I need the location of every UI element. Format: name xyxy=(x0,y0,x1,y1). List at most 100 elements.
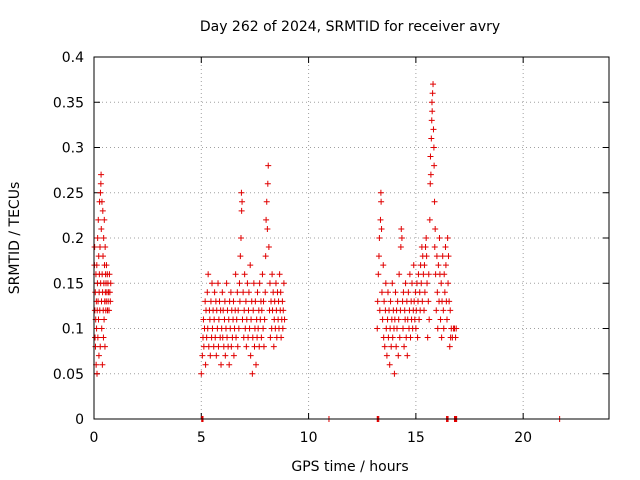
data-point xyxy=(433,253,440,260)
data-point xyxy=(264,225,271,232)
data-point xyxy=(224,334,231,341)
data-point xyxy=(246,325,253,332)
data-point xyxy=(276,271,283,278)
data-point xyxy=(398,235,405,241)
plot-frame xyxy=(93,56,610,420)
data-point xyxy=(436,235,443,241)
data-point xyxy=(205,271,212,278)
data-point xyxy=(99,361,106,368)
data-point xyxy=(263,216,270,223)
data-point xyxy=(431,198,438,205)
x-tick-label: 0 xyxy=(90,430,99,446)
data-point xyxy=(223,280,230,287)
data-point xyxy=(416,316,423,323)
data-point xyxy=(199,352,206,359)
data-point xyxy=(202,298,209,305)
data-point xyxy=(374,298,381,305)
data-point xyxy=(226,361,233,368)
data-point xyxy=(426,216,433,223)
data-point xyxy=(98,225,105,232)
data-point xyxy=(383,352,390,359)
data-point xyxy=(442,244,449,251)
data-point xyxy=(207,352,214,359)
data-point xyxy=(238,189,245,196)
data-point xyxy=(101,343,108,350)
data-point xyxy=(381,343,388,350)
x-tick-label: 15 xyxy=(407,430,425,446)
data-point xyxy=(452,334,459,341)
data-point xyxy=(424,280,431,287)
data-point xyxy=(236,280,243,287)
data-point xyxy=(241,271,248,278)
data-point xyxy=(222,352,229,359)
data-point xyxy=(270,343,277,350)
data-point xyxy=(260,343,267,350)
data-point xyxy=(428,135,435,142)
data-point xyxy=(250,307,257,314)
data-point xyxy=(216,298,223,305)
data-point xyxy=(446,343,453,350)
data-point xyxy=(211,289,218,296)
data-point xyxy=(376,307,383,314)
y-tick-label: 0.2 xyxy=(62,231,84,247)
data-point xyxy=(232,271,239,278)
y-tick-label: 0.15 xyxy=(53,276,84,292)
data-point xyxy=(243,343,250,350)
data-point xyxy=(106,289,113,296)
data-point xyxy=(94,370,101,377)
data-point xyxy=(440,307,447,314)
data-point xyxy=(265,162,272,169)
data-point xyxy=(389,334,396,341)
x-tick-label: 10 xyxy=(300,430,318,446)
data-point xyxy=(446,298,453,305)
data-point xyxy=(419,298,426,305)
data-point xyxy=(438,334,445,341)
data-point xyxy=(435,262,442,269)
data-point xyxy=(421,262,428,269)
data-point xyxy=(425,271,432,278)
data-point xyxy=(453,325,460,332)
data-point xyxy=(430,81,437,88)
x-axis-label: GPS time / hours xyxy=(291,459,408,475)
data-point xyxy=(441,271,448,278)
y-tick-label: 0 xyxy=(75,412,84,428)
data-point xyxy=(427,180,434,187)
data-point xyxy=(392,289,399,296)
data-point xyxy=(245,289,252,296)
data-point xyxy=(434,289,441,296)
data-point xyxy=(103,262,110,269)
data-point xyxy=(416,289,423,296)
data-point xyxy=(264,180,271,187)
data-point xyxy=(102,244,109,251)
data-point xyxy=(429,90,436,97)
data-point xyxy=(100,235,107,241)
data-point xyxy=(247,352,254,359)
data-point xyxy=(433,307,440,314)
data-point xyxy=(209,280,216,287)
data-point xyxy=(406,271,413,278)
data-point xyxy=(378,225,385,232)
data-point xyxy=(253,361,260,368)
data-point xyxy=(377,216,384,223)
data-point xyxy=(107,298,114,305)
data-point xyxy=(213,352,220,359)
data-point xyxy=(431,162,438,169)
data-point xyxy=(236,298,243,305)
data-point xyxy=(404,352,411,359)
data-point xyxy=(230,298,237,305)
data-point xyxy=(378,198,385,205)
data-point xyxy=(202,361,209,368)
data-point xyxy=(397,244,404,251)
data-point xyxy=(428,117,435,124)
data-point xyxy=(410,262,417,269)
data-point xyxy=(438,280,445,287)
data-point xyxy=(280,280,287,287)
data-point xyxy=(247,262,254,269)
data-point xyxy=(249,370,256,377)
data-point xyxy=(106,271,113,278)
data-point xyxy=(262,289,269,296)
data-point xyxy=(100,253,107,260)
data-point xyxy=(267,334,274,341)
data-point xyxy=(235,325,242,332)
data-point xyxy=(95,316,102,323)
